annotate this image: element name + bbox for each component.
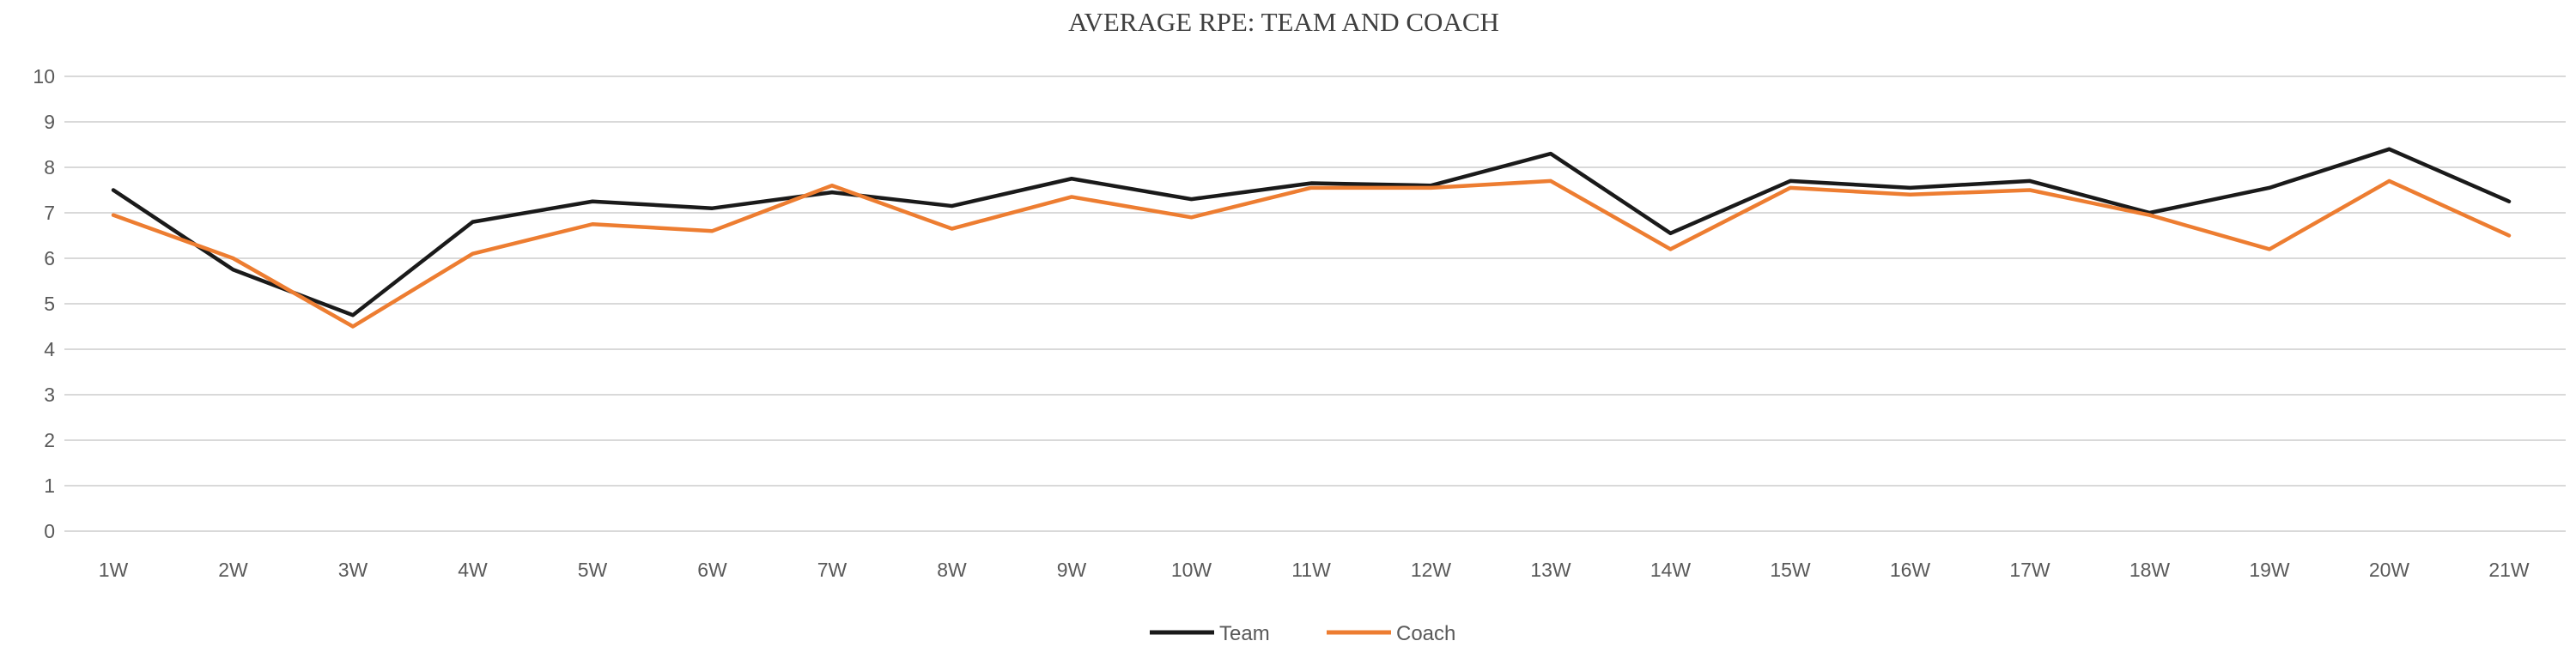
legend: Team Coach (1150, 622, 1455, 645)
legend-item-coach[interactable]: Coach (1327, 622, 1455, 645)
x-axis-label: 20W (2369, 559, 2410, 581)
x-axis-label: 17W (2009, 559, 2050, 581)
y-tick-label: 9 (44, 111, 55, 133)
y-tick-label: 6 (44, 247, 55, 269)
x-axis-tick-labels: 1W 2W 3W 4W 5W 6W 7W 8W 9W 10W 11W 12W 13W 14W 15W 16W 1… (99, 559, 2530, 581)
legend-item-team[interactable]: Team (1150, 622, 1270, 645)
x-axis-label: 9W (1057, 559, 1087, 581)
y-tick-label: 4 (44, 338, 55, 360)
x-axis-label: 18W (2129, 559, 2171, 581)
legend-label-team: Team (1219, 622, 1270, 645)
series-layer (111, 147, 2512, 329)
y-axis-tick-labels: 0 1 2 3 4 5 6 7 8 9 10 (33, 65, 55, 542)
y-tick-label: 7 (44, 202, 55, 224)
y-tick-label: 3 (44, 384, 55, 406)
coach-series-line[interactable] (111, 178, 2512, 329)
x-axis-label: 21W (2488, 559, 2530, 581)
x-axis-label: 16W (1890, 559, 1931, 581)
legend-label-coach: Coach (1396, 622, 1455, 645)
x-axis-label: 14W (1650, 559, 1692, 581)
y-tick-label: 8 (44, 156, 55, 178)
x-axis-label: 8W (937, 559, 967, 581)
x-axis-label: 10W (1171, 559, 1212, 581)
x-axis-label: 12W (1411, 559, 1452, 581)
team-series-line[interactable] (111, 147, 2512, 317)
y-tick-label: 2 (44, 429, 55, 451)
x-axis-label: 5W (578, 559, 608, 581)
x-axis-label: 2W (218, 559, 248, 581)
y-tick-label: 1 (44, 475, 55, 497)
y-tick-label: 5 (44, 293, 55, 315)
chart-title: AVERAGE RPE: TEAM AND COACH (1068, 7, 1499, 37)
x-axis-label: 13W (1530, 559, 1571, 581)
x-axis-label: 6W (697, 559, 727, 581)
x-axis-label: 3W (338, 559, 368, 581)
gridline-layer (64, 76, 2566, 532)
y-tick-label: 10 (33, 65, 55, 88)
x-axis-label: 7W (817, 559, 848, 581)
x-axis-label: 19W (2249, 559, 2290, 581)
x-axis-label: 15W (1770, 559, 1811, 581)
x-axis-label: 4W (458, 559, 488, 581)
x-axis-label: 11W (1291, 559, 1331, 581)
x-axis-label: 1W (99, 559, 129, 581)
y-tick-label: 0 (44, 520, 55, 542)
